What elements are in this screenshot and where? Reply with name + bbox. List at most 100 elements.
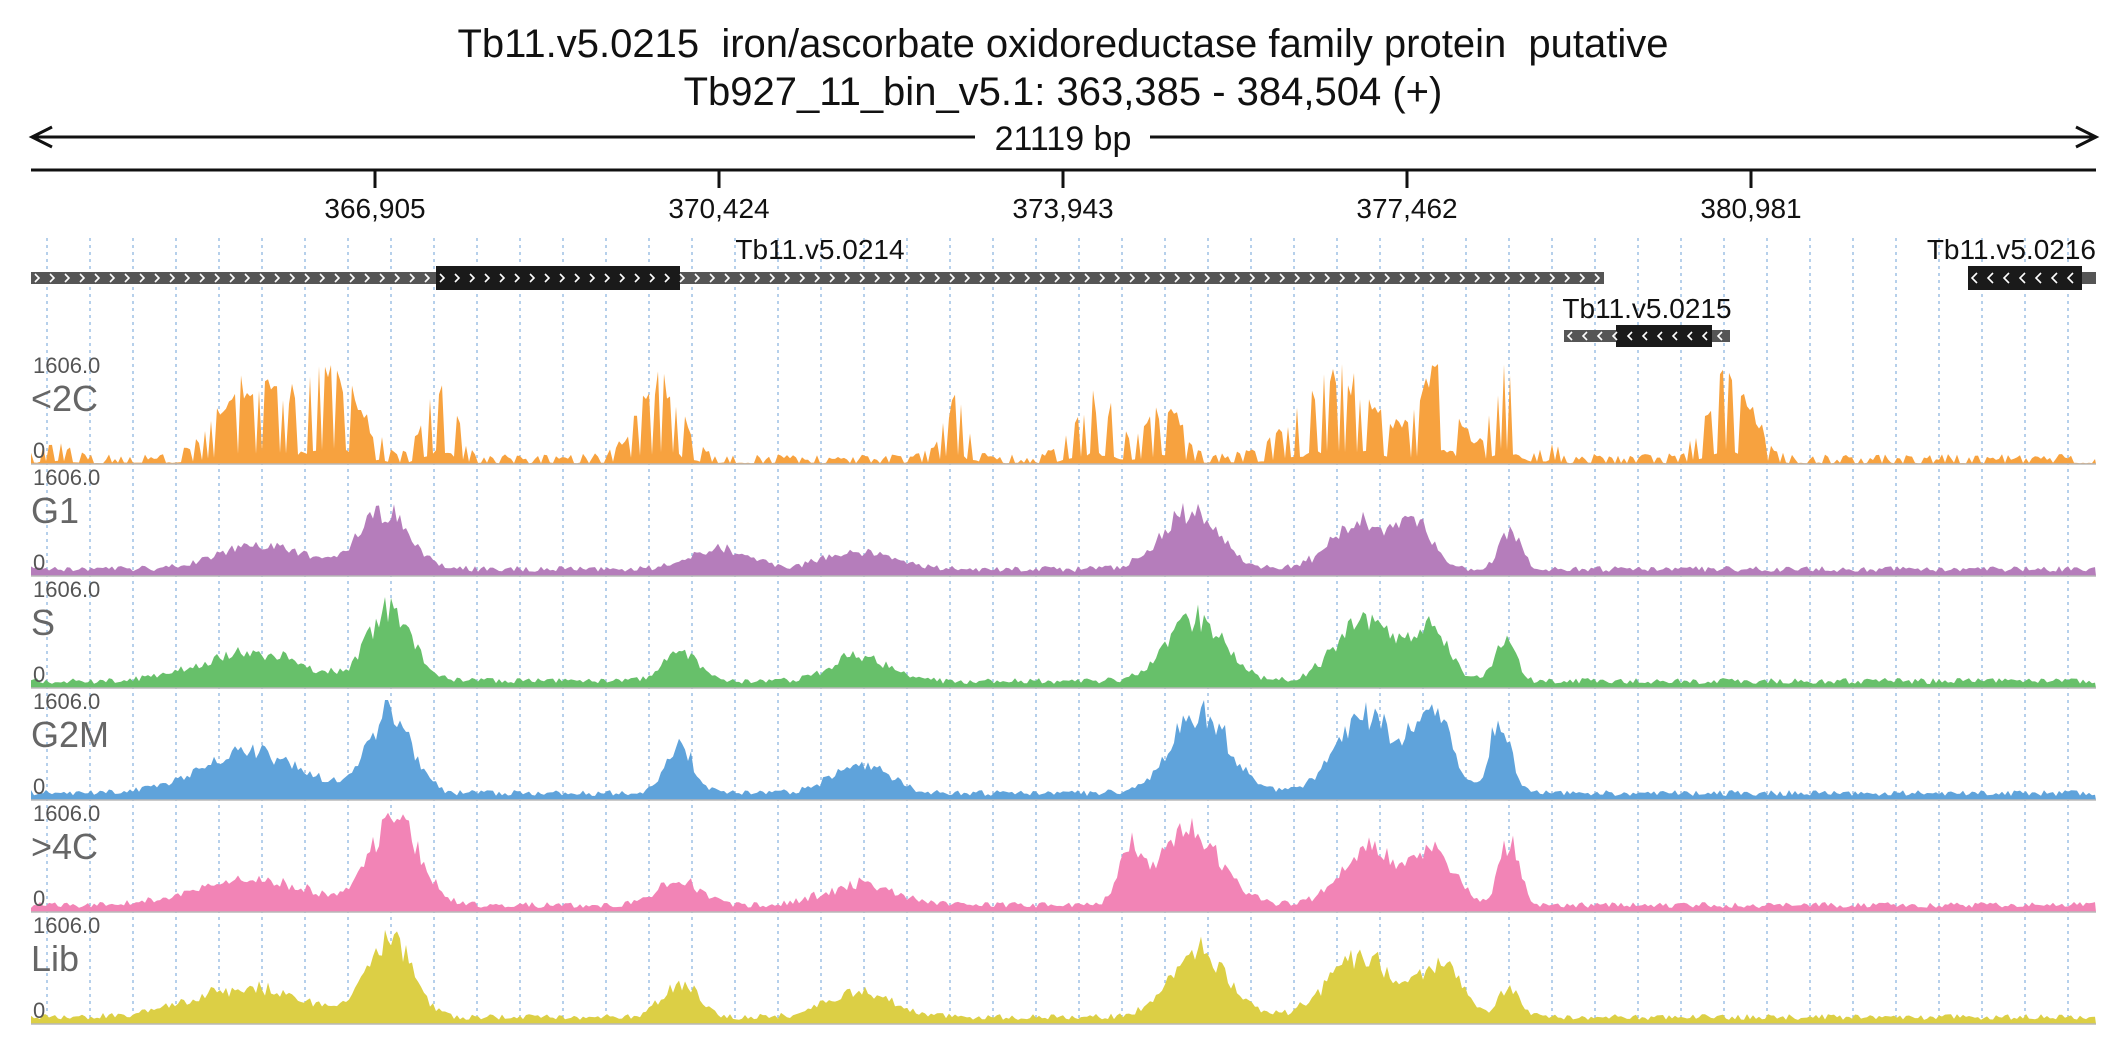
strand-chevron [1701, 331, 1708, 341]
strand-chevron [1656, 331, 1663, 341]
gene-feature-0216[interactable]: Tb11.v5.0216 [1927, 234, 2096, 290]
strand-chevron [184, 273, 191, 283]
strand-chevron [664, 273, 671, 283]
strand-chevron [1369, 273, 1376, 283]
strand-chevron [349, 273, 356, 283]
strand-chevron [1504, 273, 1511, 283]
strand-chevron [829, 273, 836, 283]
coordinate-axis: 366,905 370,424 373,943 377,462 380,981 [31, 168, 2096, 224]
strand-chevron [1069, 273, 1076, 283]
coverage-track-g1[interactable]: 1606.0 G1 0 [31, 465, 2096, 577]
track-name: G2M [31, 714, 109, 755]
strand-chevron [1204, 273, 1211, 283]
strand-chevron [1596, 331, 1603, 341]
strand-chevron [724, 273, 731, 283]
strand-chevron [1641, 331, 1648, 341]
strand-chevron [169, 273, 176, 283]
coverage-area [31, 364, 2096, 464]
coverage-area [31, 812, 2096, 912]
coverage-track-lib[interactable]: 1606.0 Lib 0 [31, 913, 2096, 1025]
track-name: S [31, 602, 55, 643]
coverage-track-g2m[interactable]: 1606.0 G2M 0 [31, 689, 2096, 801]
coverage-track-s[interactable]: 1606.0 S 0 [31, 577, 2096, 689]
strand-chevron [889, 273, 896, 283]
coverage-track-gt4c[interactable]: 1606.0 >4C 0 [31, 801, 2096, 913]
strand-chevron [679, 273, 686, 283]
strand-chevron [754, 273, 761, 283]
strand-chevron [544, 273, 551, 283]
strand-chevron [1716, 331, 1723, 341]
track-min-label: 0 [33, 774, 45, 799]
strand-chevron [709, 273, 716, 283]
strand-chevron [604, 273, 611, 283]
strand-chevron [109, 273, 116, 283]
tick-label: 373,943 [1012, 193, 1113, 224]
span-label: 21119 bp [995, 120, 1132, 158]
strand-chevron [1986, 272, 1994, 284]
strand-chevron [514, 273, 521, 283]
track-max-label: 1606.0 [33, 353, 100, 378]
track-max-label: 1606.0 [33, 465, 100, 490]
strand-chevron [334, 273, 341, 283]
strand-chevron [1144, 273, 1151, 283]
strand-chevron [439, 273, 446, 283]
gene-feature-0214[interactable]: Tb11.v5.0214 [31, 234, 1604, 290]
strand-chevron [1009, 273, 1016, 283]
strand-chevron [949, 273, 956, 283]
track-name: Lib [31, 938, 79, 979]
strand-chevron [49, 273, 56, 283]
strand-chevron [814, 273, 821, 283]
strand-chevron [1549, 273, 1556, 283]
strand-chevron [979, 273, 986, 283]
strand-chevron [409, 273, 416, 283]
strand-chevron [1566, 331, 1573, 341]
strand-chevron [154, 273, 161, 283]
strand-chevron [844, 273, 851, 283]
strand-chevron [1129, 273, 1136, 283]
track-min-label: 0 [33, 886, 45, 911]
strand-chevron [1024, 273, 1031, 283]
strand-chevron [1459, 273, 1466, 283]
coverage-area [31, 597, 2096, 688]
strand-chevron [94, 273, 101, 283]
strand-chevron [964, 273, 971, 283]
strand-chevron [634, 273, 641, 283]
strand-chevron [289, 273, 296, 283]
strand-chevron [2018, 272, 2026, 284]
arrow-left-icon [28, 125, 53, 149]
coverage-area [31, 700, 2096, 800]
track-name: G1 [31, 490, 79, 531]
strand-chevron [1039, 273, 1046, 283]
strand-chevron [304, 273, 311, 283]
track-name: >4C [31, 826, 98, 867]
strand-chevron [1174, 273, 1181, 283]
coverage-track-lt2c[interactable]: 1606.0 <2C 0 [31, 353, 2096, 465]
strand-chevron [394, 273, 401, 283]
strand-chevron [1414, 273, 1421, 283]
strand-chevron [934, 273, 941, 283]
strand-chevron [1534, 273, 1541, 283]
strand-chevron [319, 273, 326, 283]
strand-chevron [769, 273, 776, 283]
strand-chevron [1564, 273, 1571, 283]
track-max-label: 1606.0 [33, 689, 100, 714]
strand-chevron [994, 273, 1001, 283]
strand-chevron [784, 273, 791, 283]
track-max-label: 1606.0 [33, 577, 100, 602]
track-max-label: 1606.0 [33, 913, 100, 938]
strand-chevron [1234, 273, 1241, 283]
strand-chevron [79, 273, 86, 283]
strand-chevron [1594, 273, 1601, 283]
coverage-area [31, 929, 2096, 1024]
gene-feature-0215[interactable]: Tb11.v5.0215 [1562, 293, 1732, 347]
strand-chevron [499, 273, 506, 283]
strand-chevron [559, 273, 566, 283]
strand-chevron [1474, 273, 1481, 283]
coverage-area [31, 502, 2096, 576]
strand-chevron [1114, 273, 1121, 283]
strand-chevron [1581, 331, 1588, 341]
strand-chevron [1626, 331, 1633, 341]
strand-chevron [739, 273, 746, 283]
strand-chevron [484, 273, 491, 283]
